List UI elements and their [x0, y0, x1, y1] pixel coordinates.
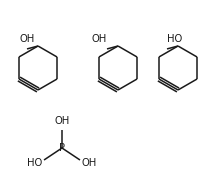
Text: HO: HO — [167, 34, 182, 44]
Text: HO: HO — [27, 158, 42, 168]
Text: P: P — [59, 143, 65, 153]
Text: OH: OH — [19, 34, 35, 44]
Text: OH: OH — [82, 158, 97, 168]
Text: OH: OH — [54, 116, 70, 126]
Text: OH: OH — [92, 34, 107, 44]
